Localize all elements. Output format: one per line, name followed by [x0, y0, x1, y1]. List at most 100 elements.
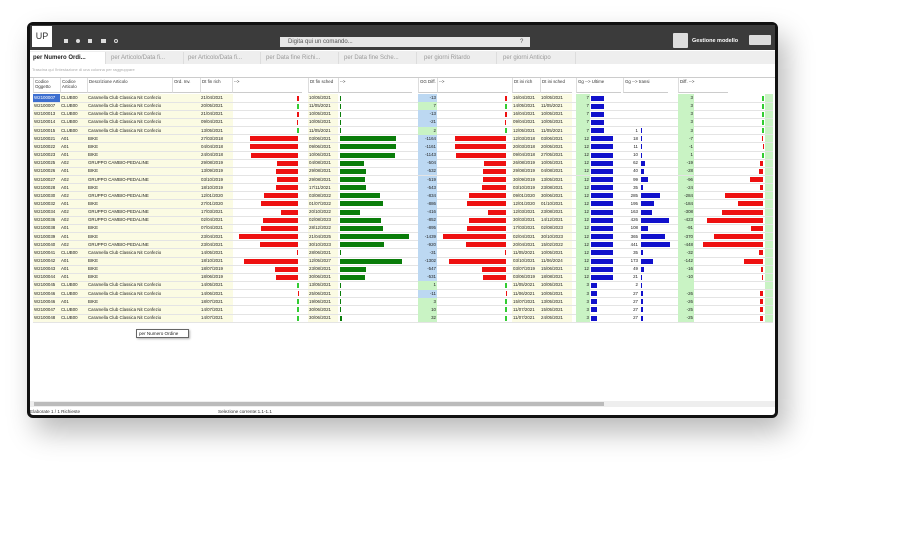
cell[interactable]: W2100023: [34, 152, 56, 158]
cell[interactable]: 99: [633, 176, 638, 182]
cell[interactable]: 3: [678, 118, 694, 127]
cell[interactable]: W2100036: [34, 217, 56, 223]
cell[interactable]: 40: [633, 168, 638, 174]
cell[interactable]: BIKE: [88, 298, 99, 304]
cell[interactable]: 27/03/2018: [201, 135, 223, 141]
cell[interactable]: 14/05/2021: [201, 249, 223, 255]
cell[interactable]: -11: [418, 289, 437, 298]
cell[interactable]: A02: [61, 217, 69, 223]
cell[interactable]: 10/05/2021: [309, 119, 331, 125]
cell[interactable]: 26/08/2019: [513, 160, 535, 166]
cell[interactable]: 03/06/2021: [309, 135, 331, 141]
tab[interactable]: per Articolo/Data fi...: [185, 52, 261, 64]
cell[interactable]: -19: [678, 159, 694, 168]
cell[interactable]: -1164: [418, 134, 437, 143]
cell[interactable]: 25/06/2021: [309, 290, 331, 296]
cell[interactable]: CLUB00: [61, 249, 78, 255]
cell[interactable]: W2100045: [34, 282, 56, 288]
cell[interactable]: 12: [576, 224, 590, 233]
cell[interactable]: W2100022: [34, 143, 56, 149]
cell[interactable]: BIKE: [88, 135, 99, 141]
cell[interactable]: 12: [576, 273, 590, 282]
column-header[interactable]: Codice Oggetto: [33, 78, 60, 93]
cell[interactable]: GRUPPO CAMBIO-PEDALINE: [88, 192, 149, 198]
cell[interactable]: Caramella Club Classica Nit Confezio: [88, 95, 162, 100]
cell[interactable]: 04/08/2021: [309, 160, 331, 166]
cell[interactable]: 49: [633, 266, 638, 272]
cell[interactable]: CLUB00: [61, 95, 78, 100]
cell[interactable]: 7: [576, 102, 590, 111]
cell[interactable]: 12: [576, 265, 590, 274]
cell[interactable]: 21/04/2021: [201, 95, 223, 100]
cell[interactable]: -852: [418, 216, 437, 225]
cell[interactable]: Caramella Club Classica Nit Confezio: [88, 119, 162, 125]
cell[interactable]: 3: [576, 305, 590, 315]
cell[interactable]: -91: [678, 224, 694, 233]
cell[interactable]: 20/10/2022: [309, 209, 331, 215]
cell[interactable]: 2: [635, 282, 638, 288]
cell[interactable]: 03/06/2021: [541, 135, 563, 141]
cell[interactable]: 11: [633, 143, 638, 149]
cell[interactable]: 15/07/2021: [513, 298, 535, 304]
cell[interactable]: -920: [418, 240, 437, 249]
column-header[interactable]: Dt ini rich: [512, 78, 540, 93]
cell[interactable]: 23/04/2021: [201, 233, 223, 239]
cell[interactable]: -504: [418, 159, 437, 168]
cell[interactable]: 12: [576, 191, 590, 200]
cell[interactable]: W2100030: [34, 192, 56, 198]
cell[interactable]: W2100014: [34, 119, 56, 125]
cell[interactable]: 3: [576, 281, 590, 290]
cell[interactable]: 10: [418, 305, 437, 315]
cell[interactable]: 12/03/2021: [513, 209, 535, 215]
cell[interactable]: BIKE: [88, 274, 99, 280]
tab[interactable]: per giorni Ritardo: [421, 52, 497, 64]
tab[interactable]: per Data fine Richi...: [263, 52, 339, 64]
cell[interactable]: 15/02/2022: [541, 241, 563, 247]
cell[interactable]: 14/12/2021: [541, 217, 563, 223]
cell[interactable]: -10: [678, 273, 694, 282]
cell[interactable]: W2100013: [34, 111, 56, 117]
cell[interactable]: GRUPPO CAMBIO-PEDALINE: [88, 241, 149, 247]
cell[interactable]: 21/04/2021: [201, 111, 223, 117]
column-header[interactable]: -->: [437, 78, 508, 93]
cell[interactable]: -25: [678, 305, 694, 315]
cell[interactable]: W2100034: [34, 209, 56, 215]
cell[interactable]: 18/10/2021: [201, 258, 223, 263]
cell[interactable]: 12: [576, 208, 590, 217]
cell[interactable]: W2100047: [34, 306, 56, 312]
cell[interactable]: W2100028: [34, 184, 56, 190]
cell[interactable]: BIKE: [88, 152, 99, 158]
cell[interactable]: W2100027: [34, 176, 56, 182]
cell[interactable]: W2100046: [34, 298, 56, 304]
cell[interactable]: 01/10/2021: [541, 200, 563, 206]
cell[interactable]: 23/08/2021: [541, 184, 563, 190]
column-header[interactable]: Ord. Inv.: [172, 78, 200, 93]
cell[interactable]: -532: [418, 167, 437, 176]
cell[interactable]: -448: [678, 240, 694, 249]
cell[interactable]: 03/10/2019: [513, 184, 535, 190]
cell[interactable]: 20/05/2021: [541, 143, 563, 149]
cell[interactable]: 12: [576, 199, 590, 209]
cell[interactable]: -284: [678, 191, 694, 200]
column-header[interactable]: -->: [338, 78, 412, 93]
cell[interactable]: 03/10/2021: [513, 258, 535, 263]
cell[interactable]: -416: [418, 208, 437, 217]
cell[interactable]: 3: [678, 110, 694, 119]
cell[interactable]: -26: [678, 289, 694, 298]
cell[interactable]: 365: [630, 233, 638, 239]
cell[interactable]: 1: [418, 281, 437, 290]
refresh-icon[interactable]: [114, 39, 118, 43]
help-icon[interactable]: [88, 39, 92, 43]
column-header[interactable]: Dt ini sched: [540, 78, 572, 93]
cell[interactable]: 11/06/2024: [541, 258, 563, 263]
cell[interactable]: 30/09/2019: [513, 176, 535, 182]
column-header[interactable]: Diff. -->: [678, 78, 728, 93]
cell[interactable]: A01: [61, 258, 69, 263]
cell[interactable]: 14/05/2021: [513, 103, 535, 109]
home-icon[interactable]: [64, 39, 68, 43]
cell[interactable]: A02: [61, 160, 69, 166]
cell[interactable]: -834: [418, 191, 437, 200]
cell[interactable]: A02: [61, 192, 69, 198]
cell[interactable]: 11/05/2021: [541, 103, 563, 109]
cell[interactable]: 12/05/2027: [309, 258, 331, 263]
